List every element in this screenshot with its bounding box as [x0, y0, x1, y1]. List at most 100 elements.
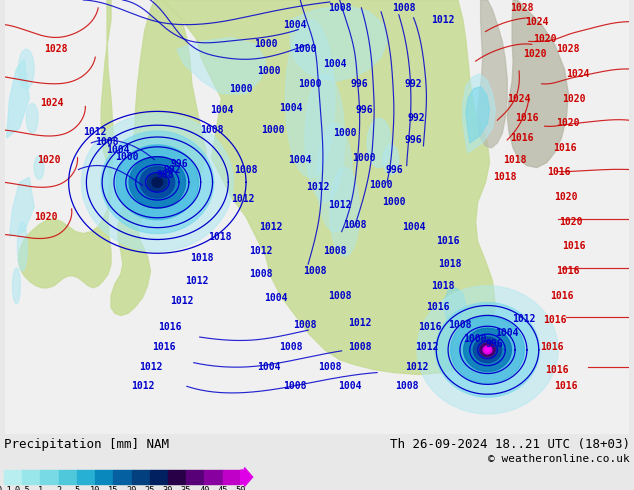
Bar [150, 470, 168, 484]
Polygon shape [483, 346, 492, 354]
Bar [168, 470, 186, 484]
Text: 1004: 1004 [323, 59, 347, 69]
Text: 1000: 1000 [370, 180, 393, 190]
Text: 1000: 1000 [353, 153, 376, 163]
Text: Precipitation [mm] NAM: Precipitation [mm] NAM [4, 438, 169, 451]
Polygon shape [34, 156, 44, 179]
Text: 1008: 1008 [249, 269, 273, 279]
Text: 1016: 1016 [436, 237, 460, 246]
Polygon shape [116, 145, 198, 220]
Bar [186, 470, 204, 484]
Text: 1008: 1008 [278, 342, 302, 352]
Text: 1028: 1028 [510, 3, 534, 13]
Text: 35: 35 [181, 486, 191, 490]
Text: 1020: 1020 [34, 212, 58, 222]
Text: 1004: 1004 [402, 221, 425, 232]
Polygon shape [436, 302, 540, 397]
Polygon shape [443, 288, 466, 330]
Text: 40: 40 [199, 486, 210, 490]
Text: 1000: 1000 [230, 84, 253, 94]
Polygon shape [463, 328, 512, 371]
Polygon shape [17, 222, 27, 271]
Text: 1004: 1004 [264, 293, 287, 303]
Text: 1012: 1012 [249, 246, 273, 256]
Text: 1000: 1000 [299, 79, 322, 89]
Bar [58, 470, 77, 484]
Polygon shape [477, 0, 507, 148]
Polygon shape [152, 177, 163, 187]
Text: 1008: 1008 [235, 165, 258, 174]
Text: 1012: 1012 [431, 15, 455, 24]
Text: 1018: 1018 [438, 259, 462, 269]
Text: 1004: 1004 [288, 155, 312, 165]
Polygon shape [177, 37, 266, 94]
Text: 10: 10 [90, 486, 100, 490]
Polygon shape [466, 87, 489, 143]
Text: 1008: 1008 [328, 3, 351, 13]
Text: 1012: 1012 [328, 200, 351, 210]
Text: 1016: 1016 [158, 322, 182, 332]
Text: 1020: 1020 [560, 217, 583, 227]
Text: 1020: 1020 [557, 118, 580, 128]
Text: 1008: 1008 [283, 381, 307, 392]
Text: 992: 992 [164, 165, 181, 175]
Text: 1012: 1012 [231, 194, 255, 204]
Text: 1020: 1020 [533, 34, 557, 45]
Text: Th 26-09-2024 18..21 UTC (18+03): Th 26-09-2024 18..21 UTC (18+03) [390, 438, 630, 451]
Text: 45: 45 [217, 486, 228, 490]
Text: 1024: 1024 [525, 17, 548, 26]
Text: 996: 996 [486, 339, 503, 348]
Text: 1016: 1016 [553, 143, 576, 153]
Text: 1020: 1020 [37, 155, 61, 165]
Bar [77, 470, 95, 484]
Text: 50: 50 [236, 486, 246, 490]
Polygon shape [317, 123, 353, 232]
Text: 1000: 1000 [294, 44, 317, 54]
Polygon shape [451, 317, 524, 383]
Text: 1018: 1018 [493, 172, 517, 182]
Text: 1008: 1008 [95, 137, 119, 147]
Text: 1012: 1012 [83, 127, 107, 137]
Text: 1012: 1012 [259, 221, 282, 232]
Polygon shape [305, 74, 345, 202]
Text: 1012: 1012 [139, 362, 162, 371]
Text: 1008: 1008 [294, 320, 317, 330]
Polygon shape [162, 0, 495, 374]
Text: 1000: 1000 [382, 197, 406, 207]
Text: 1004: 1004 [107, 145, 130, 155]
Text: 1000: 1000 [254, 39, 278, 49]
Text: 1012: 1012 [347, 318, 371, 328]
Text: 1004: 1004 [495, 328, 519, 338]
Text: 1016: 1016 [547, 168, 570, 177]
Polygon shape [383, 145, 399, 174]
Text: 1004: 1004 [338, 381, 361, 392]
Polygon shape [463, 74, 495, 153]
Text: 1020: 1020 [555, 192, 578, 202]
Text: 1016: 1016 [515, 113, 539, 123]
Text: 1008: 1008 [392, 3, 415, 13]
Text: 0.1: 0.1 [0, 486, 12, 490]
Text: 1008: 1008 [448, 320, 471, 330]
Polygon shape [148, 173, 167, 191]
Bar [113, 470, 131, 484]
Bar [41, 470, 58, 484]
Polygon shape [129, 157, 186, 208]
Text: 2: 2 [56, 486, 61, 490]
Polygon shape [486, 348, 489, 352]
Polygon shape [140, 167, 175, 198]
Polygon shape [507, 0, 568, 168]
Text: 1024: 1024 [566, 69, 590, 79]
Bar [95, 470, 113, 484]
Polygon shape [285, 20, 335, 177]
Text: © weatheronline.co.uk: © weatheronline.co.uk [488, 454, 630, 464]
Text: 996: 996 [356, 105, 373, 115]
Text: 1008: 1008 [323, 246, 347, 256]
Text: 0.5: 0.5 [15, 486, 30, 490]
Text: 1016: 1016 [427, 302, 450, 313]
Text: 1028: 1028 [44, 44, 68, 54]
Text: 1000: 1000 [115, 152, 138, 162]
Text: 1008: 1008 [347, 342, 371, 352]
Polygon shape [10, 177, 34, 237]
Text: 1020: 1020 [523, 49, 547, 59]
Text: 1020: 1020 [562, 94, 586, 103]
